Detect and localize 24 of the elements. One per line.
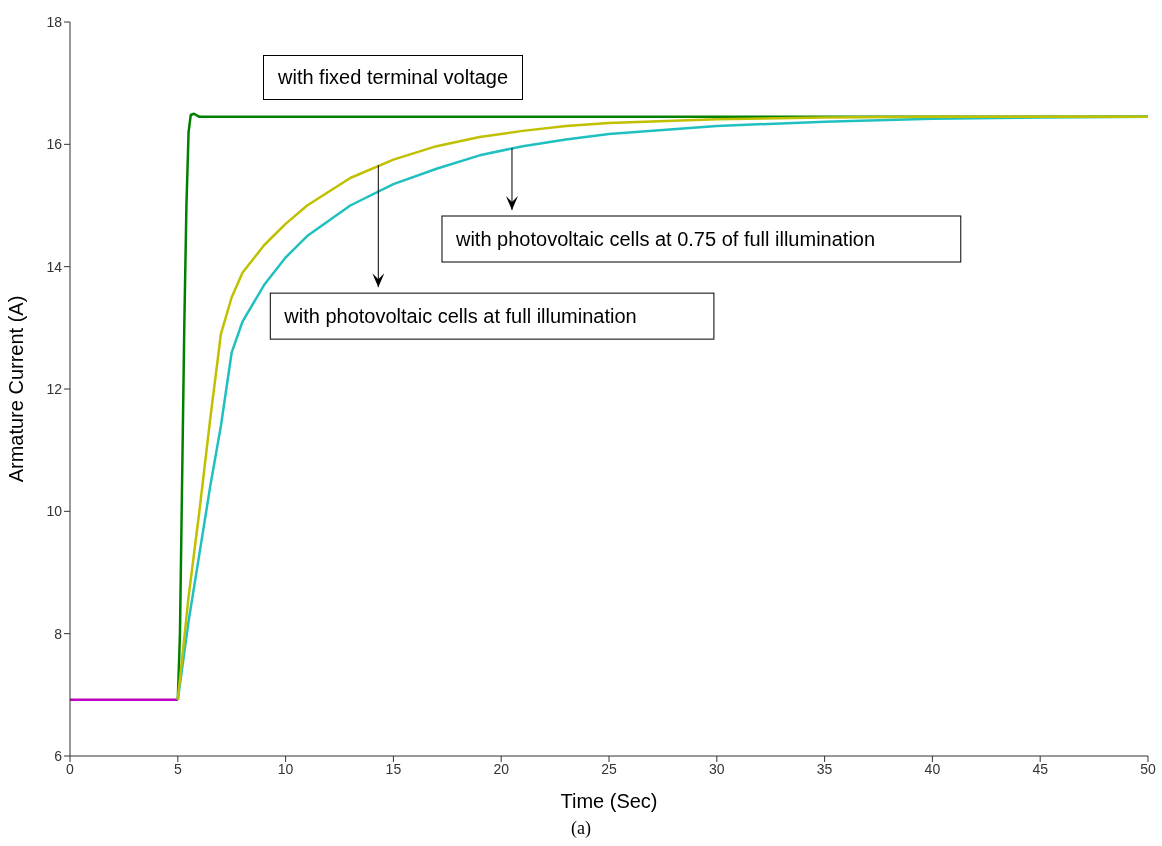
y-tick-label: 6	[54, 747, 63, 764]
y-tick-label: 10	[46, 503, 63, 520]
x-tick-label: 50	[1140, 760, 1156, 777]
y-tick-label: 8	[54, 625, 63, 642]
x-tick-label: 25	[601, 760, 617, 777]
x-axis-title: Time (Sec)	[560, 790, 658, 812]
x-tick-label: 30	[709, 760, 725, 777]
annotation: with fixed terminal voltage	[263, 55, 524, 100]
annotation: with photovoltaic cells at 0.75 of full illumination	[454, 228, 876, 250]
y-tick-label: 14	[46, 258, 63, 275]
x-tick-label: 45	[1032, 760, 1049, 777]
y-tick-label: 12	[46, 380, 63, 397]
x-tick-label: 20	[493, 760, 510, 777]
y-axis-title: Armature Current (A)	[5, 295, 28, 483]
x-tick-label: 40	[924, 760, 941, 777]
annotation: with photovoltaic cells at full illumination	[283, 305, 637, 328]
x-tick-label: 0	[66, 760, 75, 777]
text: (a)	[570, 818, 592, 839]
x-tick-label: 35	[816, 760, 833, 777]
x-tick-label: 5	[173, 760, 182, 777]
y-tick-label: 16	[46, 136, 63, 153]
y-tick-label: 18	[46, 13, 63, 30]
x-tick-label: 15	[385, 760, 402, 777]
x-tick-label: 10	[277, 760, 294, 777]
